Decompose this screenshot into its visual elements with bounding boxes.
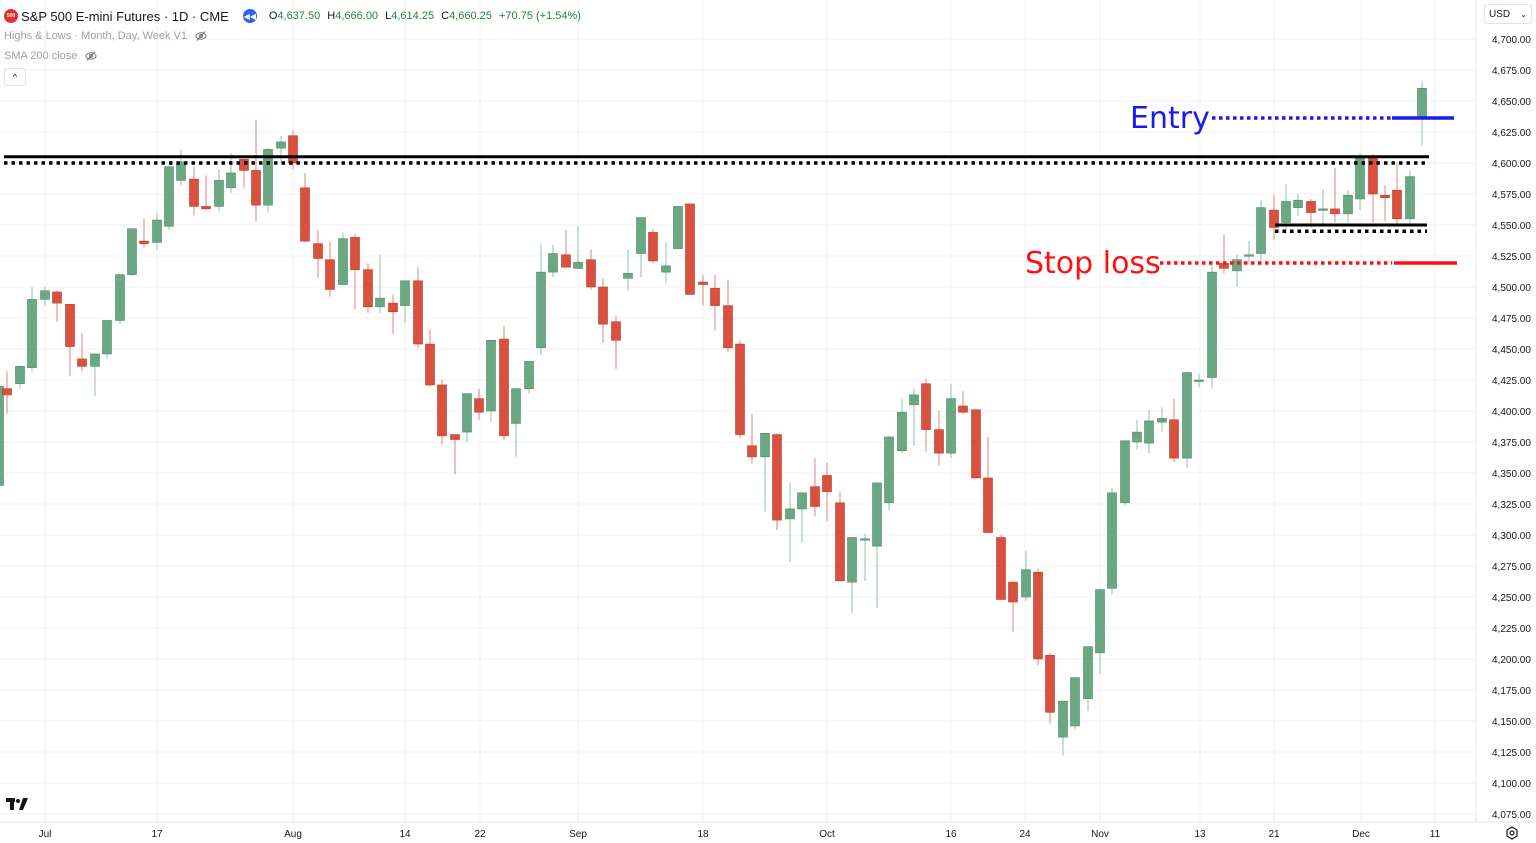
time-tick-label: 18 [697,829,709,840]
symbol-row: 500 S&P 500 E-mini Futures · 1D · CME ◀◀… [4,6,581,26]
entry-label: Entry [1130,101,1210,136]
indicator-highs-lows[interactable]: Highs & Lows · Month, Day, Week V1 [4,26,581,46]
price-tick-label: 4,225.00 [1492,624,1531,635]
settings-gear-icon[interactable] [1505,826,1519,840]
rewind-icon[interactable]: ◀◀ [242,9,257,23]
price-tick-label: 4,250.00 [1492,593,1531,604]
high-value: 4,666.00 [335,10,379,22]
price-tick-label: 4,175.00 [1492,686,1531,697]
price-tick-label: 4,375.00 [1492,438,1531,449]
currency-select[interactable]: USD ⌄ [1484,4,1532,24]
candles [0,81,1427,756]
chevron-down-icon: ⌄ [1520,9,1527,19]
eye-crossed-icon[interactable] [195,30,207,42]
price-tick-label: 4,300.00 [1492,531,1531,542]
time-tick-label: Sep [569,829,587,840]
open-value: 4,637.50 [277,10,321,22]
chart-legend: 500 S&P 500 E-mini Futures · 1D · CME ◀◀… [4,6,581,86]
price-tick-label: 4,600.00 [1492,159,1531,170]
time-tick-label: 16 [945,829,957,840]
price-tick-label: 4,700.00 [1492,35,1531,46]
price-tick-label: 4,500.00 [1492,283,1531,294]
annotations: Entry Stop loss [4,101,1457,281]
low-value: 4,614.25 [391,10,435,22]
time-tick-label: 13 [1194,829,1206,840]
price-tick-label: 4,275.00 [1492,562,1531,573]
close-value: 4,660.25 [449,10,492,22]
tradingview-logo[interactable] [6,797,32,811]
price-tick-label: 4,075.00 [1492,810,1531,821]
price-tick-label: 4,550.00 [1492,221,1531,232]
price-tick-label: 4,575.00 [1492,190,1531,201]
time-axis[interactable]: Jul 17 Aug 14 22 Sep 18 Oct 16 24 Nov 13 21 Dec 11 [39,829,1441,840]
price-tick-label: 4,400.00 [1492,407,1531,418]
price-tick-label: 4,100.00 [1492,779,1531,790]
price-axis[interactable]: 4,700.00 4,675.00 4,650.00 4,625.00 4,600.00… [1492,35,1531,821]
time-tick-label: 11 [1430,829,1441,840]
price-tick-label: 4,625.00 [1492,128,1531,139]
change-value: +70.75 (+1.54%) [498,10,581,22]
time-tick-label: Dec [1352,829,1370,840]
price-tick-label: 4,125.00 [1492,748,1531,759]
time-tick-label: 24 [1019,829,1031,840]
price-tick-label: 4,200.00 [1492,655,1531,666]
indicator-sma-200[interactable]: SMA 200 close [4,46,581,66]
price-tick-label: 4,350.00 [1492,469,1531,480]
time-tick-label: 22 [474,829,486,840]
stop-loss-label: Stop loss [1025,246,1161,281]
symbol-title[interactable]: S&P 500 E-mini Futures · 1D · CME [21,8,229,24]
time-tick-label: Aug [284,829,302,840]
time-tick-label: Jul [39,829,52,840]
price-tick-label: 4,450.00 [1492,345,1531,356]
price-tick-label: 4,425.00 [1492,376,1531,387]
time-tick-label: 17 [151,829,163,840]
eye-crossed-icon[interactable] [85,50,97,62]
time-tick-label: 21 [1268,829,1280,840]
symbol-badge-icon: 500 [4,9,18,23]
price-tick-label: 4,475.00 [1492,314,1531,325]
time-tick-label: Nov [1091,829,1109,840]
collapse-legend-button[interactable]: ^ [4,68,26,86]
price-tick-label: 4,650.00 [1492,97,1531,108]
price-tick-label: 4,675.00 [1492,66,1531,77]
time-tick-label: 14 [399,829,411,840]
ohlc-values: O4,637.50 H4,666.00 L4,614.25 C4,660.25 … [268,10,581,22]
price-tick-label: 4,150.00 [1492,717,1531,728]
price-tick-label: 4,325.00 [1492,500,1531,511]
chevron-up-icon: ^ [12,72,18,82]
time-tick-label: Oct [819,829,835,840]
price-tick-label: 4,525.00 [1492,252,1531,263]
